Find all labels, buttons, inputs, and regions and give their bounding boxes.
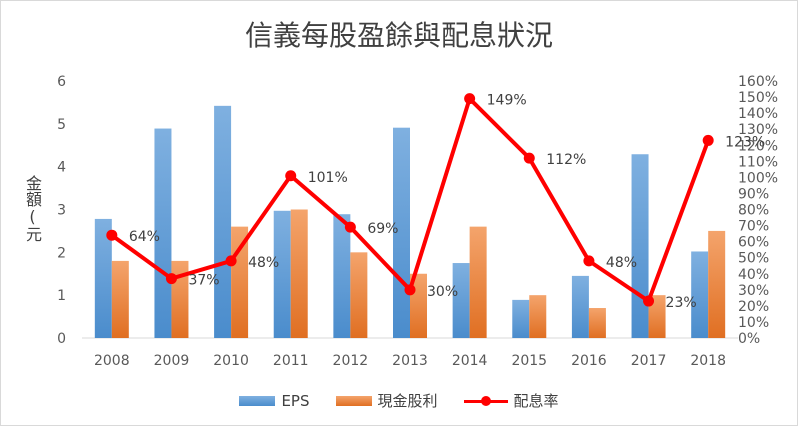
bar-eps xyxy=(273,210,291,338)
point-payout xyxy=(464,93,476,105)
y-left-tick-label: 4 xyxy=(57,160,66,176)
y-right-tick-label: 10% xyxy=(738,315,769,331)
point-payout xyxy=(583,255,595,267)
legend-label-payout: 配息率 xyxy=(513,392,559,410)
y-left-tick-label: 6 xyxy=(57,74,66,90)
y-right-tick-label: 150% xyxy=(738,90,778,106)
bar-eps xyxy=(214,105,232,339)
data-label-payout: 69% xyxy=(367,221,398,237)
data-label-payout: 23% xyxy=(666,295,697,311)
x-tick-label: 2013 xyxy=(392,353,428,369)
bar-eps xyxy=(571,275,589,338)
bar-eps xyxy=(512,299,530,338)
legend-item-eps: EPS xyxy=(239,390,310,411)
point-payout xyxy=(702,134,714,146)
bar-dividend xyxy=(588,308,606,338)
y-right-tick-label: 120% xyxy=(738,138,778,154)
legend-swatch-payout xyxy=(463,395,508,406)
x-tick-label: 2017 xyxy=(631,353,667,369)
y-left-tick-label: 1 xyxy=(57,288,66,304)
data-label-payout: 112% xyxy=(546,152,586,168)
legend-label-eps: EPS xyxy=(281,391,310,410)
chart-title: 信義每股盈餘與配息狀況 xyxy=(244,19,553,52)
bar-dividend xyxy=(290,209,308,338)
y-right-tick-label: 140% xyxy=(738,106,778,122)
data-label-payout: 48% xyxy=(248,255,279,271)
y-right-tick-label: 20% xyxy=(738,299,769,315)
point-payout xyxy=(523,152,535,164)
x-tick-label: 2009 xyxy=(154,353,190,369)
bar-eps xyxy=(154,128,172,338)
bar-eps xyxy=(94,218,112,338)
y-right-tick-label: 50% xyxy=(738,251,769,267)
y-right-tick-label: 130% xyxy=(738,122,778,138)
y-axis-label: 金額(元 xyxy=(23,175,42,242)
bar-dividend xyxy=(648,295,666,338)
data-label-payout: 64% xyxy=(129,229,160,245)
point-payout xyxy=(225,255,237,267)
y-right-tick-label: 0% xyxy=(738,331,760,347)
point-payout xyxy=(344,221,356,233)
y-left-tick-label: 3 xyxy=(57,203,66,219)
x-tick-label: 2015 xyxy=(511,353,547,369)
bar-eps xyxy=(333,214,351,338)
point-payout xyxy=(404,284,416,296)
legend-label-dividend: 現金股利 xyxy=(377,392,438,410)
y-left-tick-label: 0 xyxy=(57,331,66,347)
x-tick-label: 2016 xyxy=(571,353,607,369)
point-payout xyxy=(106,229,118,241)
data-label-payout: 123% xyxy=(725,134,765,150)
data-label-payout: 101% xyxy=(308,170,348,186)
bar-dividend xyxy=(469,226,487,338)
bar-dividend xyxy=(708,230,726,338)
y-right-tick-label: 160% xyxy=(738,74,778,90)
y-right-tick-label: 80% xyxy=(738,203,769,219)
data-label-payout: 30% xyxy=(427,284,458,300)
data-label-payout: 37% xyxy=(188,273,219,289)
y-right-tick-label: 110% xyxy=(738,154,778,170)
y-left-tick-label: 5 xyxy=(57,117,66,133)
data-label-payout: 149% xyxy=(487,93,527,109)
y-right-tick-label: 40% xyxy=(738,267,769,283)
x-tick-label: 2014 xyxy=(452,353,488,369)
x-tick-label: 2008 xyxy=(94,353,130,369)
x-tick-label: 2012 xyxy=(333,353,369,369)
legend-swatch-eps xyxy=(239,395,276,406)
x-tick-label: 2010 xyxy=(213,353,249,369)
legend-item-payout: 配息率 xyxy=(463,390,559,411)
point-payout xyxy=(643,295,655,307)
y-right-tick-label: 60% xyxy=(738,235,769,251)
bar-dividend xyxy=(529,295,547,338)
y-right-tick-label: 30% xyxy=(738,283,769,299)
point-payout xyxy=(285,170,297,182)
y-right-tick-label: 100% xyxy=(738,170,778,186)
bar-eps xyxy=(631,154,649,338)
y-right-tick-label: 90% xyxy=(738,186,769,202)
bar-dividend xyxy=(111,260,129,338)
bar-dividend xyxy=(350,252,368,338)
bar-eps xyxy=(691,251,709,338)
bar-eps xyxy=(452,263,470,338)
y-left-tick-label: 2 xyxy=(57,245,66,261)
legend-item-dividend: 現金股利 xyxy=(335,390,438,411)
data-label-payout: 48% xyxy=(606,255,637,271)
legend-swatch-dividend xyxy=(335,395,372,406)
chart-legend: EPS 現金股利 配息率 xyxy=(0,390,798,411)
x-tick-label: 2011 xyxy=(273,353,309,369)
x-tick-label: 2018 xyxy=(690,353,726,369)
y-right-tick-label: 70% xyxy=(738,219,769,235)
point-payout xyxy=(165,273,177,285)
